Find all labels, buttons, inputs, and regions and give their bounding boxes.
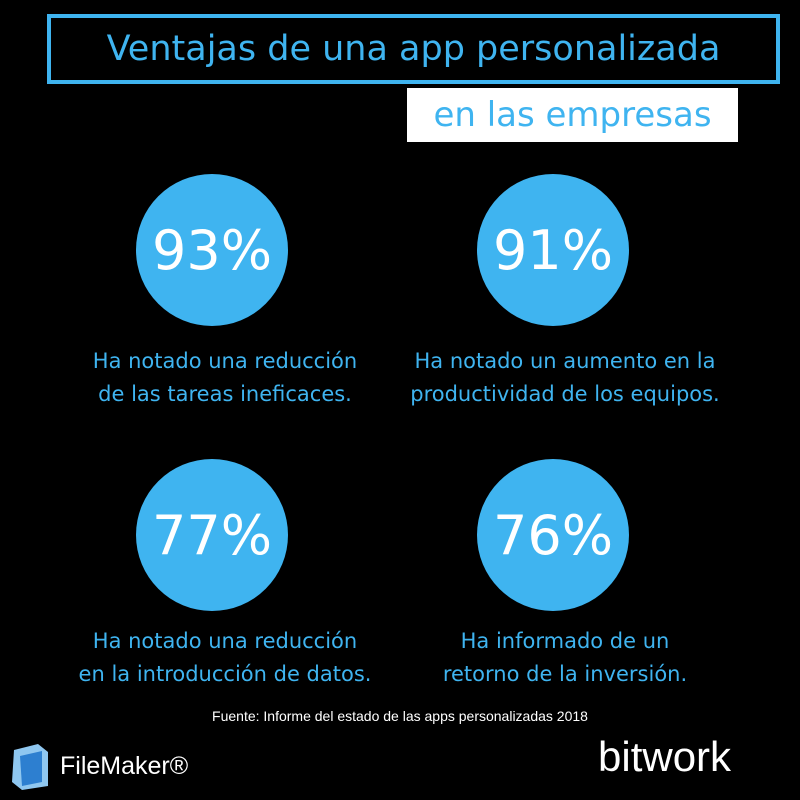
stat-description: Ha notado un aumento en la productividad … bbox=[385, 345, 745, 411]
description-line: Ha notado una reducción bbox=[92, 349, 358, 373]
title-box: Ventajas de una app personalizada bbox=[47, 14, 780, 84]
description-line: productividad de los equipos. bbox=[410, 382, 720, 406]
description-line: en la introducción de datos. bbox=[78, 662, 372, 686]
description-line: Ha notado un aumento en la bbox=[414, 349, 716, 373]
description-line: Ha notado una reducción bbox=[92, 629, 358, 653]
description-line: de las tareas ineficaces. bbox=[98, 382, 352, 406]
stat-value: 76% bbox=[477, 459, 629, 611]
subtitle: en las empresas bbox=[433, 95, 712, 135]
stat-value: 77% bbox=[136, 459, 288, 611]
stat-description: Ha notado una reducción en la introducció… bbox=[45, 625, 405, 691]
subtitle-box: en las empresas bbox=[407, 88, 738, 142]
stat-value: 93% bbox=[136, 174, 288, 326]
bitwork-logo: bitwork bbox=[598, 733, 732, 780]
filemaker-logo: FileMaker® bbox=[60, 752, 189, 780]
stat-value: 91% bbox=[477, 174, 629, 326]
description-line: Ha informado de un bbox=[460, 629, 670, 653]
title: Ventajas de una app personalizada bbox=[106, 29, 721, 69]
source: Fuente: Informe del estado de las apps p… bbox=[212, 708, 588, 724]
stat-description: Ha notado una reducción de las tareas ine… bbox=[45, 345, 405, 411]
filemaker-icon bbox=[12, 744, 48, 790]
stat-description: Ha informado de un retorno de la inversió… bbox=[385, 625, 745, 691]
description-line: retorno de la inversión. bbox=[442, 662, 688, 686]
